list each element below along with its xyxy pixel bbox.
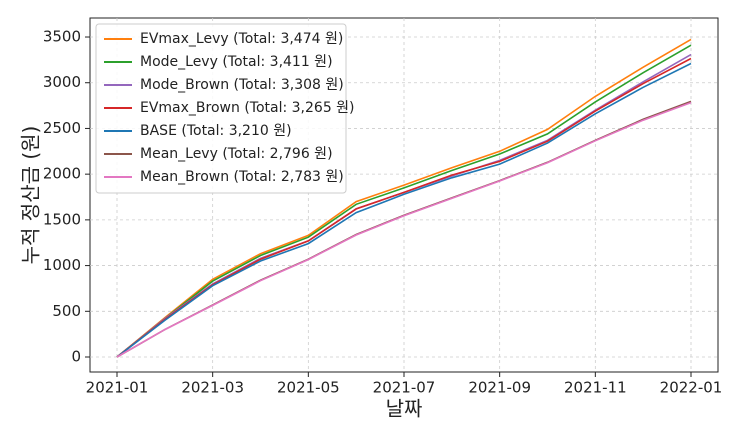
x-axis-label: 날짜: [386, 397, 423, 421]
y-tick-label: 2500: [43, 119, 81, 137]
y-tick-label: 1000: [43, 256, 81, 274]
y-tick-label: 2000: [43, 165, 81, 183]
legend-label: Mode_Levy (Total: 3,411 원): [140, 54, 333, 70]
legend-label: Mode_Brown (Total: 3,308 원): [140, 77, 344, 93]
x-tick-label: 2022-01: [660, 379, 723, 397]
legend-label: EVmax_Levy (Total: 3,474 원): [140, 31, 343, 47]
y-tick-label: 1500: [43, 210, 81, 228]
y-tick-label: 500: [52, 302, 81, 320]
y-tick-label: 0: [71, 348, 81, 366]
legend-label: Mean_Brown (Total: 2,783 원): [140, 169, 344, 185]
x-tick-label: 2021-03: [181, 379, 244, 397]
x-tick-label: 2021-11: [564, 379, 627, 397]
legend-label: BASE (Total: 3,210 원): [140, 123, 292, 139]
y-tick-label: 3000: [43, 73, 81, 91]
series-line: [116, 44, 692, 358]
legend-label: EVmax_Brown (Total: 3,265 원): [140, 100, 355, 116]
x-tick-label: 2021-07: [373, 379, 436, 397]
series-line: [116, 38, 692, 358]
x-tick-label: 2021-05: [277, 379, 340, 397]
legend-label: Mean_Levy (Total: 2,796 원): [140, 146, 333, 162]
series-line: [116, 62, 692, 358]
y-tick-label: 3500: [43, 28, 81, 46]
y-axis-label: 누적 정산금 (원): [19, 126, 43, 265]
series-line: [116, 101, 692, 358]
x-tick-label: 2021-01: [86, 379, 149, 397]
x-tick-label: 2021-09: [468, 379, 531, 397]
legend-box: [95, 23, 347, 194]
